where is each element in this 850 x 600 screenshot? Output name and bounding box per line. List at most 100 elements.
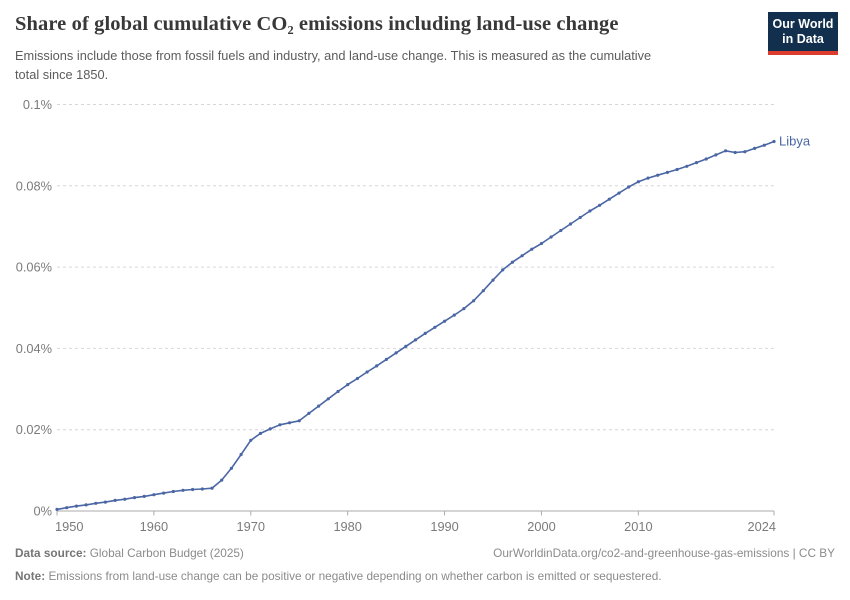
data-point-marker — [646, 176, 650, 180]
data-point-marker — [568, 222, 573, 226]
data-point-marker — [171, 489, 175, 494]
y-axis-tick-label: 0.06% — [16, 260, 52, 275]
data-point-marker — [598, 203, 602, 207]
data-point-marker — [501, 268, 505, 272]
data-point-marker — [559, 228, 563, 233]
x-axis-tick-label: 2000 — [527, 519, 555, 534]
x-axis-tick-label: 2010 — [624, 519, 652, 534]
data-point-marker — [268, 427, 272, 431]
data-point-marker — [346, 383, 350, 387]
data-point-marker — [249, 438, 253, 442]
data-point-marker — [220, 478, 224, 482]
owid-logo: Our World in Data — [768, 12, 838, 55]
note-label: Note: — [15, 569, 46, 583]
data-point-marker — [530, 247, 534, 251]
data-point-marker — [772, 139, 776, 144]
data-point-marker — [636, 180, 641, 184]
x-axis-tick-label: 1990 — [430, 519, 458, 534]
data-point-marker — [462, 307, 466, 311]
data-point-marker — [733, 150, 737, 155]
data-point-marker — [743, 150, 747, 154]
data-point-marker — [423, 331, 427, 335]
chart-note: Note: Emissions from land-use change can… — [15, 569, 835, 583]
data-point-marker — [617, 191, 621, 195]
data-point-marker — [162, 491, 166, 495]
data-point-marker — [181, 488, 185, 492]
y-axis-tick-label: 0% — [34, 504, 53, 519]
note-value: Emissions from land-use change can be po… — [48, 569, 662, 583]
data-point-marker — [307, 411, 311, 415]
data-point-marker — [287, 421, 292, 425]
data-point-marker — [94, 501, 98, 505]
y-axis-tick-label: 0.1% — [23, 97, 52, 112]
data-point-marker — [55, 507, 59, 511]
chart-subtitle: Emissions include those from fossil fuel… — [15, 48, 652, 82]
data-source: Data source: Global Carbon Budget (2025) — [15, 546, 244, 560]
data-point-marker — [239, 452, 243, 457]
data-point-marker — [355, 376, 359, 381]
data-point-marker — [84, 503, 88, 507]
data-point-marker — [394, 351, 398, 355]
data-point-marker — [762, 143, 766, 147]
data-point-marker — [433, 325, 437, 329]
data-point-marker — [588, 209, 592, 213]
x-axis-tick-label: 1980 — [333, 519, 361, 534]
data-point-marker — [694, 161, 699, 165]
x-axis-tick-label: 1970 — [237, 519, 265, 534]
x-axis-tick-label: 2024 — [748, 519, 776, 534]
data-point-marker — [627, 185, 631, 189]
data-source-value: Global Carbon Budget (2025) — [89, 546, 244, 560]
data-point-marker — [481, 289, 485, 293]
data-source-label: Data source: — [15, 546, 87, 560]
data-point-marker — [191, 487, 195, 492]
data-point-marker — [152, 493, 156, 497]
data-point-marker — [491, 278, 495, 282]
data-point-marker — [443, 319, 447, 323]
data-point-marker — [510, 260, 514, 264]
data-point-marker — [375, 364, 379, 368]
data-point-marker — [229, 466, 233, 470]
data-point-marker — [724, 149, 728, 153]
data-point-marker — [132, 496, 137, 500]
y-axis-tick-label: 0.02% — [16, 422, 52, 437]
data-point-marker — [549, 235, 553, 239]
data-point-marker — [123, 497, 127, 501]
data-point-marker — [103, 500, 107, 504]
x-axis-tick-label: 1950 — [55, 519, 83, 534]
data-point-marker — [607, 197, 611, 201]
owid-url-link[interactable]: OurWorldinData.org/co2-and-greenhouse-ga… — [493, 546, 835, 560]
data-point-marker — [404, 344, 408, 348]
data-point-marker — [520, 254, 524, 258]
data-point-marker — [452, 313, 456, 317]
data-point-marker — [200, 487, 204, 491]
data-point-marker — [753, 146, 757, 150]
data-point-marker — [113, 498, 117, 502]
owid-logo-line1: Our World — [772, 17, 834, 31]
chart-title: Share of global cumulative CO₂ emissions… — [15, 13, 619, 35]
data-point-marker — [704, 157, 708, 161]
series-line-libya — [56, 140, 775, 511]
series-label-libya: Libya — [779, 133, 811, 148]
y-axis-tick-label: 0.08% — [16, 178, 52, 193]
data-point-marker — [278, 423, 282, 427]
data-point-marker — [142, 494, 146, 498]
data-point-marker — [65, 506, 69, 510]
owid-logo-line2: in Data — [782, 32, 824, 46]
data-point-marker — [365, 370, 369, 374]
data-point-marker — [539, 241, 544, 246]
data-point-marker — [675, 167, 679, 172]
data-point-marker — [326, 397, 330, 401]
data-point-marker — [384, 357, 388, 361]
data-point-marker — [656, 173, 660, 177]
data-point-marker — [258, 431, 263, 435]
chart-footer: Data source: Global Carbon Budget (2025)… — [15, 546, 835, 583]
data-point-marker — [297, 419, 301, 423]
data-point-marker — [210, 486, 214, 490]
data-point-marker — [685, 164, 689, 168]
data-point-marker — [665, 170, 670, 174]
data-point-marker — [413, 338, 418, 342]
data-point-marker — [74, 504, 78, 508]
data-point-marker — [578, 215, 582, 220]
